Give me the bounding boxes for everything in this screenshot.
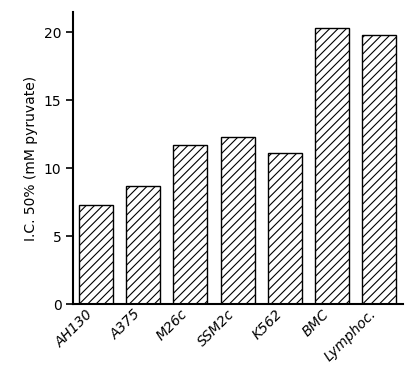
Y-axis label: I.C. 50% (mM pyruvate): I.C. 50% (mM pyruvate): [24, 75, 38, 241]
Bar: [268, 153, 302, 304]
Bar: [362, 35, 396, 304]
Bar: [173, 145, 208, 304]
Bar: [221, 137, 254, 304]
Bar: [79, 205, 113, 304]
Bar: [315, 28, 349, 304]
Bar: [126, 186, 160, 304]
